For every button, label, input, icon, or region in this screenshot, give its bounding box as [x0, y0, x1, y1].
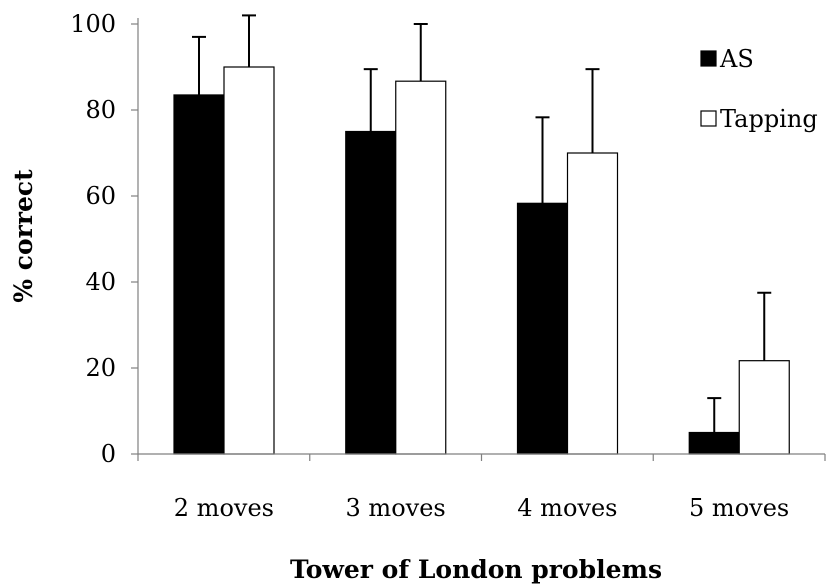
bars-group — [173, 66, 790, 455]
x-tick-label: 3 moves — [346, 494, 446, 522]
y-axis-title: % correct — [9, 169, 38, 303]
bar-as-3 — [516, 202, 569, 455]
legend-label-as: AS — [719, 45, 754, 73]
y-tick-label: 60 — [85, 182, 116, 210]
bar-tapping-1 — [223, 66, 275, 455]
bar-as-4 — [688, 431, 740, 455]
legend: AS Tapping — [700, 45, 818, 133]
bar-tapping-2 — [395, 80, 447, 455]
y-tick-label: 80 — [85, 96, 116, 124]
y-tick-label: 0 — [101, 440, 116, 468]
x-tick-label: 5 moves — [689, 494, 789, 522]
bar-tapping-3 — [566, 152, 619, 455]
x-tick-label: 4 moves — [517, 494, 617, 522]
legend-swatch-tapping — [700, 110, 717, 127]
x-tick-label: 2 moves — [174, 494, 274, 522]
y-tick-label: 100 — [70, 10, 116, 38]
bar-as-1 — [173, 94, 225, 455]
axes-group: 2 moves 3 moves 4 moves 5 moves 0 20 40 60 80 100 — [70, 10, 826, 522]
legend-label-tapping: Tapping — [720, 105, 818, 133]
y-tick-label: 20 — [85, 354, 116, 382]
x-axis-title: Tower of London problems — [290, 555, 662, 584]
y-tick-label: 40 — [85, 268, 116, 296]
legend-swatch-as — [700, 50, 717, 67]
error-bars-group — [192, 14, 772, 433]
bar-tapping-4 — [738, 360, 790, 455]
bar-as-2 — [345, 130, 397, 455]
